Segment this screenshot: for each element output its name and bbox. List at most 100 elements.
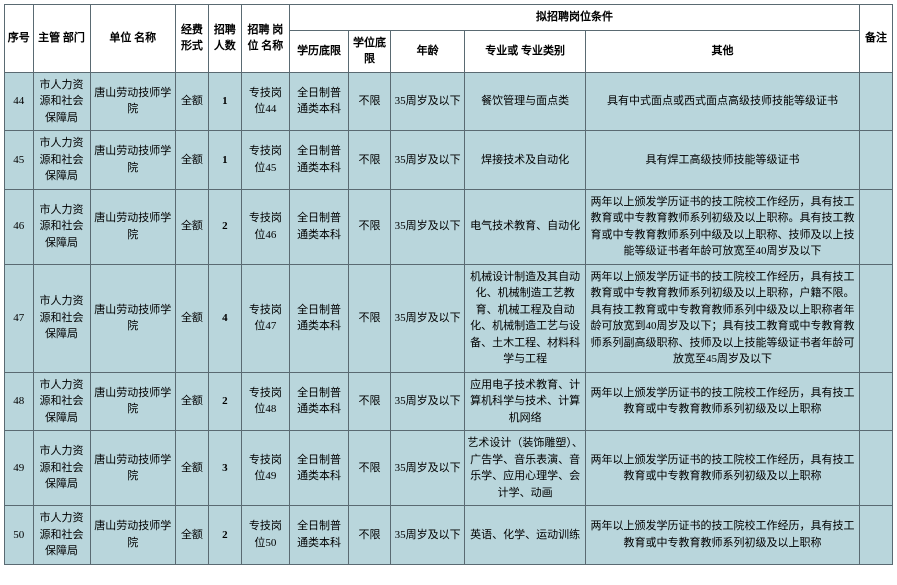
cell-fund: 全额 xyxy=(176,506,209,565)
cell-unit: 唐山劳动技师学院 xyxy=(90,506,176,565)
cell-unit: 唐山劳动技师学院 xyxy=(90,131,176,190)
cell-num: 1 xyxy=(208,72,241,131)
cell-post: 专技岗位46 xyxy=(241,189,289,264)
cell-unit: 唐山劳动技师学院 xyxy=(90,372,176,431)
cell-major: 机械设计制造及其自动化、机械制造工艺教育、机械工程及自动化、机械制造工艺与设备、… xyxy=(465,264,586,372)
table-row: 49市人力资源和社会保障局唐山劳动技师学院全额3专技岗位49全日制普通类本科不限… xyxy=(5,431,893,506)
cell-num: 1 xyxy=(208,131,241,190)
cell-note xyxy=(860,131,893,190)
cell-edu: 全日制普通类本科 xyxy=(289,506,348,565)
cell-age: 35周岁及以下 xyxy=(390,372,465,431)
cell-deg: 不限 xyxy=(349,131,391,190)
cell-other: 两年以上颁发学历证书的技工院校工作经历，具有技工教育或中专教育教师系列初级及以上… xyxy=(585,506,859,565)
cell-deg: 不限 xyxy=(349,264,391,372)
cell-edu: 全日制普通类本科 xyxy=(289,131,348,190)
cell-post: 专技岗位48 xyxy=(241,372,289,431)
cell-post: 专技岗位45 xyxy=(241,131,289,190)
cell-dept: 市人力资源和社会保障局 xyxy=(33,372,90,431)
cell-dept: 市人力资源和社会保障局 xyxy=(33,131,90,190)
table-header: 序号 主管 部门 单位 名称 经费 形式 招聘 人数 招聘 岗位 名称 拟招聘岗… xyxy=(5,5,893,73)
cell-post: 专技岗位44 xyxy=(241,72,289,131)
cell-unit: 唐山劳动技师学院 xyxy=(90,431,176,506)
cell-post: 专技岗位49 xyxy=(241,431,289,506)
cell-unit: 唐山劳动技师学院 xyxy=(90,264,176,372)
cell-major: 英语、化学、运动训练 xyxy=(465,506,586,565)
cell-num: 2 xyxy=(208,372,241,431)
cell-note xyxy=(860,506,893,565)
cell-fund: 全额 xyxy=(176,264,209,372)
cell-num: 2 xyxy=(208,189,241,264)
cell-note xyxy=(860,72,893,131)
cell-major: 焊接技术及自动化 xyxy=(465,131,586,190)
table-row: 48市人力资源和社会保障局唐山劳动技师学院全额2专技岗位48全日制普通类本科不限… xyxy=(5,372,893,431)
cell-age: 35周岁及以下 xyxy=(390,189,465,264)
cell-seq: 48 xyxy=(5,372,34,431)
cell-num: 3 xyxy=(208,431,241,506)
cell-unit: 唐山劳动技师学院 xyxy=(90,189,176,264)
header-num: 招聘 人数 xyxy=(208,5,241,73)
cell-edu: 全日制普通类本科 xyxy=(289,72,348,131)
cell-note xyxy=(860,189,893,264)
cell-dept: 市人力资源和社会保障局 xyxy=(33,189,90,264)
table-body: 44市人力资源和社会保障局唐山劳动技师学院全额1专技岗位44全日制普通类本科不限… xyxy=(5,72,893,564)
cell-unit: 唐山劳动技师学院 xyxy=(90,72,176,131)
cell-dept: 市人力资源和社会保障局 xyxy=(33,506,90,565)
cell-other: 两年以上颁发学历证书的技工院校工作经历，具有技工教育或中专教育教师系列初级及以上… xyxy=(585,264,859,372)
table-row: 46市人力资源和社会保障局唐山劳动技师学院全额2专技岗位46全日制普通类本科不限… xyxy=(5,189,893,264)
header-dept: 主管 部门 xyxy=(33,5,90,73)
header-note: 备注 xyxy=(860,5,893,73)
cell-deg: 不限 xyxy=(349,431,391,506)
cell-major: 应用电子技术教育、计算机科学与技术、计算机网络 xyxy=(465,372,586,431)
cell-seq: 45 xyxy=(5,131,34,190)
cell-seq: 50 xyxy=(5,506,34,565)
header-conditions-group: 拟招聘岗位条件 xyxy=(289,5,859,31)
cell-deg: 不限 xyxy=(349,189,391,264)
cell-other: 两年以上颁发学历证书的技工院校工作经历，具有技工教育或中专教育教师系列初级及以上… xyxy=(585,372,859,431)
cell-dept: 市人力资源和社会保障局 xyxy=(33,72,90,131)
cell-age: 35周岁及以下 xyxy=(390,264,465,372)
cell-fund: 全额 xyxy=(176,131,209,190)
table-row: 45市人力资源和社会保障局唐山劳动技师学院全额1专技岗位45全日制普通类本科不限… xyxy=(5,131,893,190)
header-unit: 单位 名称 xyxy=(90,5,176,73)
cell-seq: 49 xyxy=(5,431,34,506)
cell-major: 艺术设计（装饰雕塑）、广告学、音乐表演、音乐学、应用心理学、会计学、动画 xyxy=(465,431,586,506)
cell-age: 35周岁及以下 xyxy=(390,72,465,131)
cell-edu: 全日制普通类本科 xyxy=(289,264,348,372)
cell-edu: 全日制普通类本科 xyxy=(289,189,348,264)
cell-note xyxy=(860,431,893,506)
cell-other: 具有中式面点或西式面点高级技师技能等级证书 xyxy=(585,72,859,131)
cell-note xyxy=(860,264,893,372)
cell-dept: 市人力资源和社会保障局 xyxy=(33,264,90,372)
cell-age: 35周岁及以下 xyxy=(390,431,465,506)
cell-edu: 全日制普通类本科 xyxy=(289,431,348,506)
cell-deg: 不限 xyxy=(349,506,391,565)
cell-post: 专技岗位47 xyxy=(241,264,289,372)
header-seq: 序号 xyxy=(5,5,34,73)
recruitment-table: 序号 主管 部门 单位 名称 经费 形式 招聘 人数 招聘 岗位 名称 拟招聘岗… xyxy=(4,4,893,565)
table-row: 47市人力资源和社会保障局唐山劳动技师学院全额4专技岗位47全日制普通类本科不限… xyxy=(5,264,893,372)
cell-num: 2 xyxy=(208,506,241,565)
cell-seq: 47 xyxy=(5,264,34,372)
header-deg: 学位底限 xyxy=(349,30,391,72)
cell-seq: 44 xyxy=(5,72,34,131)
table-row: 50市人力资源和社会保障局唐山劳动技师学院全额2专技岗位50全日制普通类本科不限… xyxy=(5,506,893,565)
cell-other: 两年以上颁发学历证书的技工院校工作经历，具有技工教育或中专教育教师系列初级及以上… xyxy=(585,189,859,264)
cell-fund: 全额 xyxy=(176,372,209,431)
cell-fund: 全额 xyxy=(176,189,209,264)
cell-note xyxy=(860,372,893,431)
table-row: 44市人力资源和社会保障局唐山劳动技师学院全额1专技岗位44全日制普通类本科不限… xyxy=(5,72,893,131)
cell-seq: 46 xyxy=(5,189,34,264)
cell-post: 专技岗位50 xyxy=(241,506,289,565)
cell-fund: 全额 xyxy=(176,72,209,131)
cell-dept: 市人力资源和社会保障局 xyxy=(33,431,90,506)
header-other: 其他 xyxy=(585,30,859,72)
cell-other: 两年以上颁发学历证书的技工院校工作经历，具有技工教育或中专教育教师系列初级及以上… xyxy=(585,431,859,506)
cell-num: 4 xyxy=(208,264,241,372)
cell-fund: 全额 xyxy=(176,431,209,506)
cell-age: 35周岁及以下 xyxy=(390,131,465,190)
cell-major: 电气技术教育、自动化 xyxy=(465,189,586,264)
cell-deg: 不限 xyxy=(349,72,391,131)
cell-age: 35周岁及以下 xyxy=(390,506,465,565)
cell-other: 具有焊工高级技师技能等级证书 xyxy=(585,131,859,190)
header-age: 年龄 xyxy=(390,30,465,72)
